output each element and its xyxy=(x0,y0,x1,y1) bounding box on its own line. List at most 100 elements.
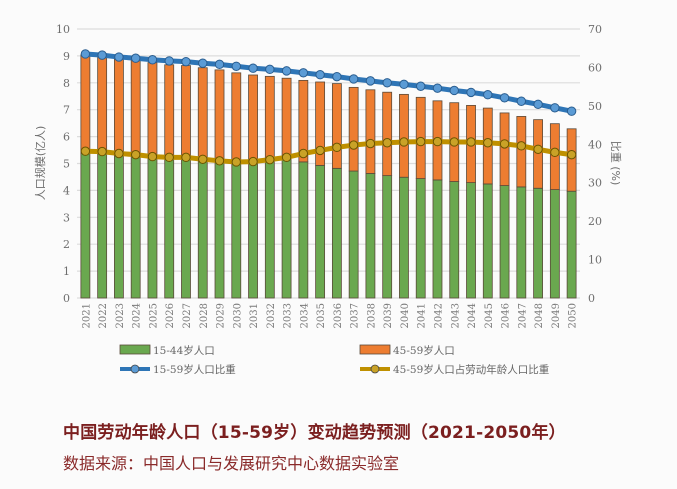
bar-15-44 xyxy=(147,157,158,299)
legend-item: 15-59岁人口比重 xyxy=(120,363,236,376)
bar-45-59 xyxy=(231,72,242,161)
x-tick-label: 2025 xyxy=(148,303,159,328)
point-45-59-share xyxy=(449,137,459,147)
x-tick-label: 2028 xyxy=(199,303,210,328)
point-45-59-share xyxy=(114,148,124,159)
point-45-59-share xyxy=(231,157,241,167)
left-tick-label: 6 xyxy=(63,131,70,144)
bar-15-44 xyxy=(164,157,175,299)
right-tick-label: 10 xyxy=(588,254,602,267)
legend-swatch xyxy=(119,344,151,355)
ratio-lines xyxy=(80,49,577,167)
point-15-59-ratio xyxy=(265,64,275,75)
point-45-59-share xyxy=(80,146,91,156)
bar-45-59 xyxy=(365,89,376,174)
legend-label: 15-59岁人口比重 xyxy=(153,363,236,376)
x-tick-label: 2040 xyxy=(400,303,411,328)
right-tick-label: 30 xyxy=(588,177,602,190)
point-15-59-ratio xyxy=(416,81,426,91)
x-tick-label: 2044 xyxy=(467,303,478,328)
point-45-59-share xyxy=(365,138,376,149)
bar-15-44 xyxy=(516,186,527,299)
x-tick-label: 2027 xyxy=(182,303,193,328)
caption-title: 中国劳动年龄人口（15-59岁）变动趋势预测（2021-2050年） xyxy=(63,423,566,443)
legend-item: 45-59岁人口 xyxy=(359,344,455,357)
left-tick-label: 10 xyxy=(56,23,70,36)
x-tick-label: 2024 xyxy=(132,303,143,328)
bar-45-59 xyxy=(281,77,292,158)
right-tick-label: 20 xyxy=(588,215,602,228)
bar-15-44 xyxy=(97,153,108,299)
x-tick-label: 2042 xyxy=(433,303,444,328)
bar-45-59 xyxy=(181,65,191,159)
point-45-59-share xyxy=(281,152,292,163)
x-tick-label: 2021 xyxy=(81,303,92,328)
left-tick-label: 9 xyxy=(63,50,70,63)
left-tick-label: 4 xyxy=(63,184,70,197)
right-tick-label: 60 xyxy=(588,61,602,74)
left-tick-label: 8 xyxy=(63,77,70,90)
bar-15-44 xyxy=(231,159,242,299)
point-15-59-ratio xyxy=(231,61,241,71)
x-tick-label: 2032 xyxy=(266,303,277,328)
bar-45-59 xyxy=(164,64,175,158)
point-15-59-ratio xyxy=(566,106,577,116)
point-45-59-share xyxy=(566,149,577,160)
bar-45-59 xyxy=(499,112,510,186)
x-tick-label: 2035 xyxy=(316,303,327,328)
point-45-59-share xyxy=(315,145,325,156)
point-45-59-share xyxy=(550,147,560,158)
x-tick-label: 2041 xyxy=(417,303,428,328)
point-45-59-share xyxy=(483,138,493,148)
bar-45-59 xyxy=(348,86,359,172)
point-45-59-share xyxy=(533,144,543,154)
bar-15-44 xyxy=(181,157,191,299)
point-15-59-ratio xyxy=(147,55,158,65)
bar-45-59 xyxy=(331,83,342,169)
legend-label: 45-59岁人口占劳动年龄人口比重 xyxy=(393,363,549,376)
x-tick-label: 2030 xyxy=(232,303,243,328)
bar-15-44 xyxy=(298,161,309,299)
legend-item: 45-59岁人口占劳动年龄人口比重 xyxy=(360,363,549,376)
left-tick-label: 1 xyxy=(63,265,70,278)
x-tick-label: 2048 xyxy=(534,303,545,328)
point-15-59-ratio xyxy=(449,85,459,96)
point-45-59-share xyxy=(516,141,527,151)
point-15-59-ratio xyxy=(114,52,124,62)
bar-15-44 xyxy=(365,173,376,299)
x-tick-label: 2031 xyxy=(249,303,260,328)
left-tick-label: 0 xyxy=(63,292,70,305)
stacked-bars xyxy=(80,54,577,299)
bar-15-44 xyxy=(80,152,91,299)
bar-45-59 xyxy=(97,56,108,155)
right-tick-label: 40 xyxy=(588,138,602,151)
point-15-59-ratio xyxy=(130,53,141,63)
bar-15-44 xyxy=(214,158,225,299)
right-axis-ticks: 0 10 20 30 40 50 60 70 xyxy=(588,23,602,305)
legend-label: 15-44岁人口 xyxy=(153,344,215,357)
x-tick-label: 2050 xyxy=(568,303,579,328)
bar-45-59 xyxy=(298,79,309,163)
left-tick-label: 3 xyxy=(63,211,70,224)
point-15-59-ratio xyxy=(198,58,208,68)
bar-45-59 xyxy=(566,128,577,192)
bar-45-59 xyxy=(516,116,527,188)
point-45-59-share xyxy=(130,149,141,160)
point-15-59-ratio xyxy=(80,49,91,59)
bar-15-44 xyxy=(432,179,443,299)
bar-15-44 xyxy=(499,185,510,299)
bar-45-59 xyxy=(315,81,326,166)
bar-45-59 xyxy=(147,62,158,158)
point-15-59-ratio xyxy=(466,87,476,98)
legend-marker xyxy=(370,364,380,374)
legend-marker xyxy=(130,364,140,374)
bar-15-44 xyxy=(281,156,292,299)
left-tick-label: 5 xyxy=(63,158,70,171)
point-15-59-ratio xyxy=(382,78,392,88)
right-tick-label: 70 xyxy=(588,23,602,36)
bar-15-44 xyxy=(415,178,426,299)
point-45-59-share xyxy=(432,136,443,147)
bar-15-44 xyxy=(114,155,124,299)
point-45-59-share xyxy=(499,139,510,149)
point-15-59-ratio xyxy=(97,50,107,60)
